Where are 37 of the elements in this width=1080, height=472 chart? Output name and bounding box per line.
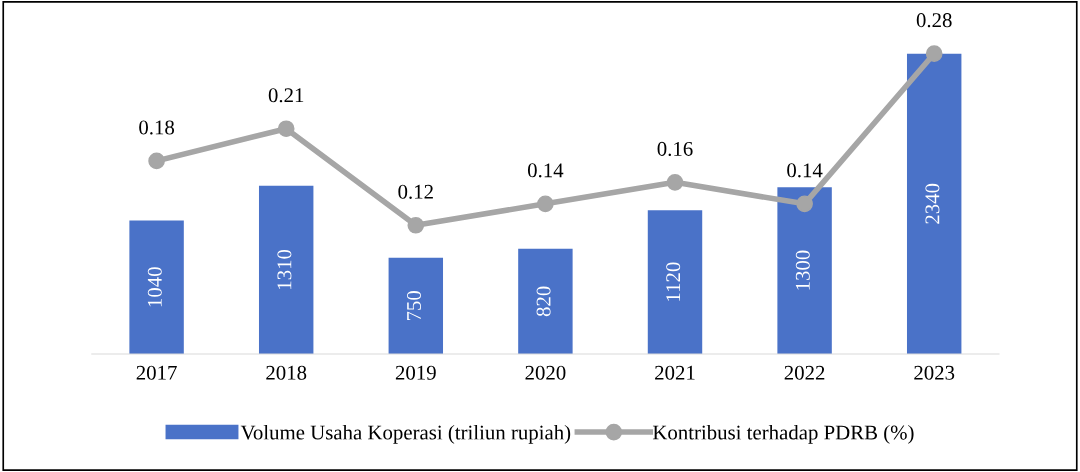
data-label: 750 xyxy=(406,291,422,321)
data-label: 0.12 xyxy=(398,184,433,199)
bar xyxy=(518,248,573,354)
bar xyxy=(647,210,703,354)
data-label: 0.21 xyxy=(268,88,304,103)
point xyxy=(277,120,295,138)
bar xyxy=(388,257,444,354)
data-label: 1310 xyxy=(277,249,292,289)
point xyxy=(796,195,813,213)
data-label: 0.14 xyxy=(527,163,564,178)
data-label: 1120 xyxy=(666,262,681,301)
point xyxy=(537,195,554,213)
legend-label: Kontribusi terhadap PDRB (%) xyxy=(652,424,914,444)
data-label: 0.28 xyxy=(916,13,952,28)
x-tick-label: 2018 xyxy=(266,365,307,380)
x-tick-label: 2023 xyxy=(914,365,955,380)
point xyxy=(666,174,684,191)
data-label: 2340 xyxy=(925,183,940,224)
bar xyxy=(777,187,832,354)
x-tick-label: 2019 xyxy=(395,365,436,380)
x-tick-label: 2017 xyxy=(136,365,177,380)
bar xyxy=(258,185,314,354)
data-label: 1040 xyxy=(147,267,162,307)
data-label: 0.16 xyxy=(657,141,693,156)
point xyxy=(148,152,165,170)
data-label: 820 xyxy=(536,286,551,317)
point xyxy=(925,45,943,62)
legend-label: Volume Usaha Koperasi (triliun rupiah) xyxy=(240,424,571,444)
x-tick-label: 2022 xyxy=(784,365,825,380)
point xyxy=(407,216,425,234)
bar xyxy=(906,53,962,354)
data-label: 0.14 xyxy=(787,163,823,178)
data-label: 1300 xyxy=(795,250,810,290)
x-tick-label: 2020 xyxy=(525,365,566,380)
x-tick-label: 2021 xyxy=(655,365,695,380)
data-label: 0.18 xyxy=(139,120,175,135)
bar xyxy=(129,220,184,354)
